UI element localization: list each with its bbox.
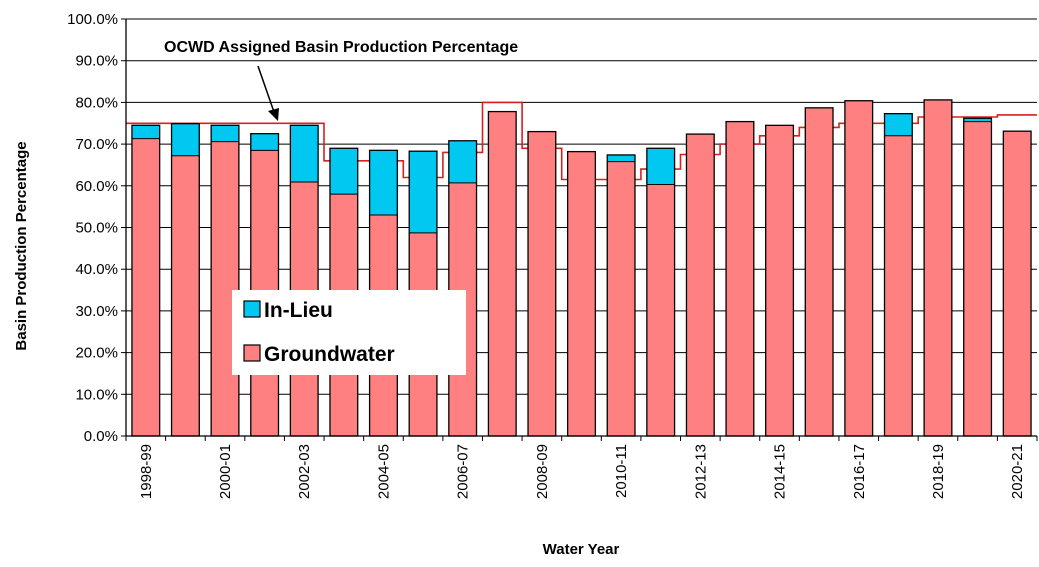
y-tick-label: 90.0%: [75, 53, 118, 70]
bar-in-lieu: [646, 148, 675, 185]
y-tick-label: 60.0%: [75, 178, 118, 195]
bar-groundwater: [131, 138, 160, 436]
legend: In-Lieu Groundwater: [232, 290, 466, 375]
x-tick-label: 2020-21: [1009, 444, 1026, 499]
y-tick-label: 100.0%: [67, 11, 118, 28]
x-tick-label: 2002-03: [296, 444, 313, 499]
x-tick-label: 2006-07: [455, 444, 472, 499]
y-tick-label: 10.0%: [75, 386, 118, 403]
legend-swatch-groundwater: [243, 344, 261, 362]
y-tick-label: 70.0%: [75, 136, 118, 153]
y-tick-label: 0.0%: [84, 428, 118, 445]
bars: [131, 99, 1032, 437]
legend-label-groundwater: Groundwater: [264, 343, 395, 366]
y-tick-label: 30.0%: [75, 303, 118, 320]
bar-groundwater: [805, 107, 834, 437]
x-tick-label: 2016-17: [851, 444, 868, 499]
x-tick-label: 1998-99: [138, 444, 155, 499]
reference-line-annotation: OCWD Assigned Basin Production Percentag…: [164, 39, 518, 56]
x-tick-label: 2004-05: [376, 444, 393, 499]
x-tick-label: 2018-19: [930, 444, 947, 499]
y-tick-label: 40.0%: [75, 261, 118, 278]
bar-in-lieu: [369, 150, 398, 215]
bar-groundwater: [528, 131, 556, 436]
x-tick-label: 2014-15: [772, 444, 789, 499]
y-tick-label: 50.0%: [75, 220, 118, 237]
y-tick-label: 20.0%: [75, 345, 118, 362]
bar-groundwater: [488, 111, 517, 436]
bar-in-lieu: [250, 133, 279, 151]
x-tick-label: 2010-11: [613, 444, 630, 498]
bar-groundwater: [884, 135, 913, 436]
legend-box: [232, 290, 466, 375]
bar-groundwater: [607, 161, 635, 436]
bar-in-lieu: [171, 123, 200, 156]
bar-groundwater: [765, 125, 794, 437]
x-tick-label: 2008-09: [534, 444, 551, 499]
legend-swatch-in-lieu: [243, 300, 261, 318]
y-axis-title: Basin Production Percentage: [13, 141, 30, 350]
x-axis-title: Water Year: [543, 541, 620, 558]
bar-groundwater: [211, 141, 239, 436]
bar-in-lieu: [131, 125, 160, 139]
axes: [125, 19, 1038, 441]
bar-in-lieu: [963, 118, 992, 122]
annotation-arrow: [257, 65, 279, 121]
bar-groundwater: [686, 134, 715, 437]
bar-groundwater: [924, 99, 952, 436]
bar-groundwater: [844, 100, 873, 437]
bar-in-lieu: [884, 113, 913, 136]
bar-groundwater: [963, 121, 992, 436]
bar-in-lieu: [290, 125, 319, 183]
bar-groundwater: [171, 155, 200, 436]
x-tick-label: 2012-13: [692, 444, 709, 499]
bar-in-lieu: [607, 154, 635, 162]
bar-groundwater: [1003, 131, 1032, 436]
bar-groundwater: [567, 151, 596, 436]
bar-in-lieu: [211, 125, 239, 142]
bar-in-lieu: [409, 151, 437, 233]
legend-label-in-lieu: In-Lieu: [264, 299, 333, 322]
x-tick-label: 2000-01: [217, 444, 234, 499]
bar-in-lieu: [329, 148, 358, 195]
y-tick-label: 80.0%: [75, 94, 118, 111]
bar-groundwater: [646, 184, 675, 436]
y-tick-labels: 0.0% 10.0% 20.0% 30.0% 40.0% 50.0% 60.0% 70.0% 8…: [67, 11, 118, 445]
bar-groundwater: [726, 121, 754, 436]
bar-in-lieu: [448, 140, 477, 183]
x-tick-labels: 1998-99 2000-01 2002-03 2004-05 2006-07 2008-…: [138, 444, 1026, 499]
